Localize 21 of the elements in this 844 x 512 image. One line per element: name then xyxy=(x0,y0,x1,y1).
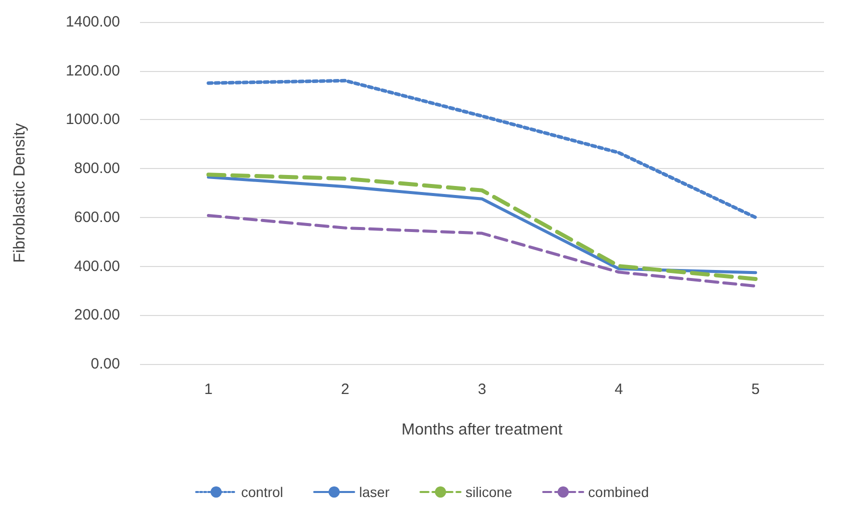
x-tick-label: 5 xyxy=(751,381,760,398)
y-axis-title: Fibroblastic Density xyxy=(12,123,28,263)
legend-label: silicone xyxy=(465,484,512,500)
y-tick-label: 800.00 xyxy=(74,160,120,178)
x-tick-label: 4 xyxy=(614,381,623,398)
x-tick-label: 1 xyxy=(204,381,213,398)
legend-label: control xyxy=(241,484,284,500)
line-series xyxy=(206,214,758,288)
x-tick-label: 3 xyxy=(478,381,486,398)
y-tick-label: 1400.00 xyxy=(66,14,120,30)
legend-label: laser xyxy=(359,484,390,500)
y-tick-label: 200.00 xyxy=(74,306,120,324)
x-axis-title: Months after treatment xyxy=(402,422,564,438)
legend-label: combined xyxy=(588,484,649,500)
line-series xyxy=(206,78,758,220)
y-tick-label: 1200.00 xyxy=(66,62,120,80)
x-tick-label: 2 xyxy=(341,381,350,398)
y-tick-label: 0.00 xyxy=(90,356,120,372)
y-tick-label: 1000.00 xyxy=(66,111,120,128)
y-tick-label: 600.00 xyxy=(74,208,120,226)
y-tick-label: 400.00 xyxy=(74,258,120,275)
